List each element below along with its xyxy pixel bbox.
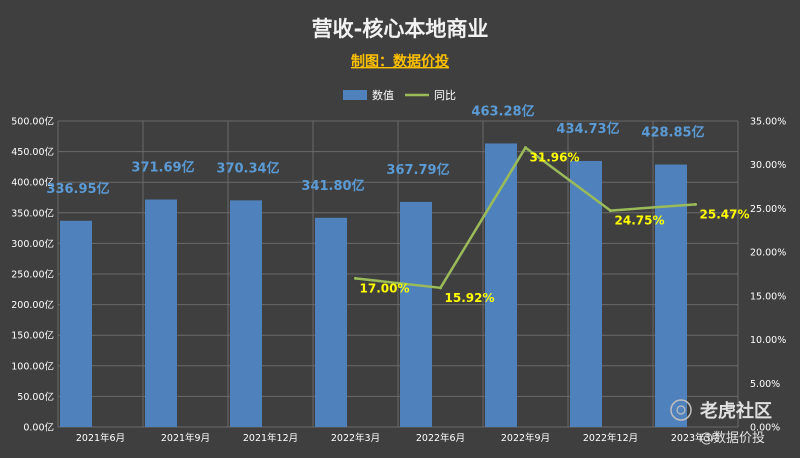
y-left-tick-label: 150.00亿	[11, 330, 54, 342]
y-left-tick-label: 350.00亿	[11, 207, 54, 219]
line-point	[439, 286, 442, 290]
y-left-tick-label: 500.00亿	[11, 116, 54, 128]
line-series	[354, 146, 697, 290]
bar-data-label: 341.80亿	[301, 178, 364, 194]
legend-label-line: 同比	[434, 89, 456, 102]
bar	[570, 160, 602, 427]
y-left-tick-label: 250.00亿	[11, 269, 54, 281]
bar-series	[60, 143, 687, 427]
bar-data-label: 371.69亿	[131, 160, 194, 176]
chart-title: 营收-核心本地商业	[312, 17, 489, 41]
x-tick-label: 2022年6月	[416, 432, 465, 444]
y-left-tick-label: 100.00亿	[11, 360, 54, 372]
bar-data-labels: 336.95亿 371.69亿 370.34亿 341.80亿 367.79亿 463.2…	[46, 103, 704, 196]
x-tick-label: 2022年9月	[501, 432, 550, 444]
bar	[400, 201, 432, 427]
bar-data-label: 370.34亿	[216, 160, 279, 176]
x-tick-label: 2021年12月	[243, 432, 298, 444]
x-axis: 2021年6月 2021年9月 2021年12月 2022年3月 2022年6月 2022…	[76, 432, 720, 444]
line-point	[694, 202, 697, 206]
bar-data-label: 463.28亿	[471, 103, 534, 119]
line-data-label: 17.00%	[360, 281, 410, 295]
line-point	[609, 209, 612, 213]
line-data-label: 25.47%	[700, 207, 750, 221]
y-left-tick-label: 200.00亿	[11, 299, 54, 311]
y-right-tick-label: 25.00%	[750, 204, 786, 215]
y-axis-left: 0.00亿 50.00亿 100.00亿 150.00亿 200.00亿 250.00亿 3…	[11, 116, 54, 434]
bar-data-label: 336.95亿	[46, 181, 109, 197]
bar-data-label: 434.73亿	[556, 121, 619, 137]
line-data-label: 31.96%	[530, 151, 580, 165]
bar	[485, 143, 517, 427]
bar-data-label: 428.85亿	[641, 125, 704, 141]
y-left-tick-label: 50.00亿	[17, 391, 54, 403]
bar	[230, 200, 262, 427]
watermark-author: @数据价投	[700, 430, 765, 446]
y-right-tick-label: 30.00%	[750, 160, 786, 171]
line-data-label: 24.75%	[615, 214, 665, 228]
tiger-logo-icon	[670, 399, 692, 421]
y-right-tick-label: 35.00%	[750, 117, 786, 128]
y-left-tick-label: 450.00亿	[11, 146, 54, 158]
line-data-labels: 17.00% 15.92% 31.96% 24.75% 25.47%	[360, 151, 750, 305]
bar-data-label: 367.79亿	[386, 162, 449, 178]
x-tick-label: 2022年12月	[583, 432, 638, 444]
y-left-tick-label: 400.00亿	[11, 177, 54, 189]
legend-label-bar: 数值	[372, 89, 394, 102]
tiger-logo-inner-icon	[676, 405, 686, 415]
y-right-tick-label: 0.00%	[750, 423, 780, 434]
line-point	[524, 146, 527, 150]
y-right-tick-label: 10.00%	[750, 335, 786, 346]
legend: 数值 同比	[343, 89, 456, 102]
y-axis-right: 0.00% 5.00% 10.00% 15.00% 20.00% 25.00% 30.00%…	[750, 117, 786, 434]
x-tick-label: 2021年9月	[161, 432, 210, 444]
y-left-tick-label: 0.00亿	[23, 422, 54, 434]
y-right-tick-label: 20.00%	[750, 248, 786, 259]
x-tick-label: 2023年3月	[671, 432, 720, 444]
line-point	[354, 276, 357, 280]
bar	[315, 217, 347, 427]
line-data-label: 15.92%	[445, 291, 495, 305]
watermark: 老虎社区 @数据价投	[670, 399, 772, 446]
y-left-tick-label: 300.00亿	[11, 238, 54, 250]
chart-subtitle: 制图：数据价投	[351, 53, 449, 70]
y-right-tick-label: 5.00%	[750, 379, 780, 390]
x-tick-label: 2021年6月	[76, 432, 125, 444]
bar	[145, 199, 177, 427]
y-right-tick-label: 15.00%	[750, 291, 786, 302]
bar	[655, 164, 687, 427]
x-tick-label: 2022年3月	[331, 432, 380, 444]
legend-swatch-bar	[343, 90, 367, 100]
bar	[60, 220, 92, 427]
watermark-site: 老虎社区	[700, 400, 772, 422]
